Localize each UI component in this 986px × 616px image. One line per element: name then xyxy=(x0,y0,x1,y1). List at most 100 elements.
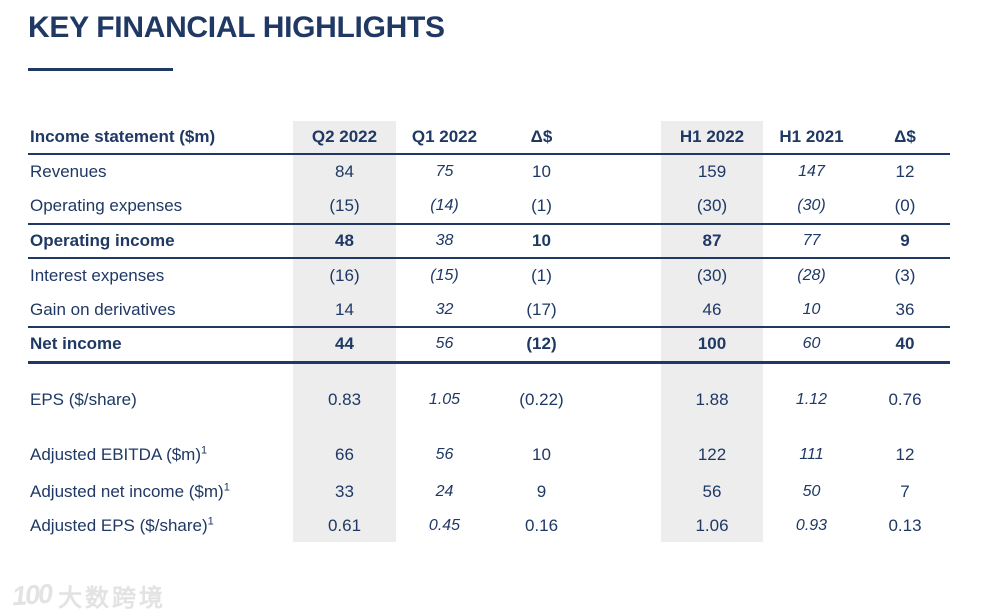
table-cell: 84 xyxy=(293,154,396,189)
table-cell: 1.06 xyxy=(661,509,763,542)
table-cell: (12) xyxy=(493,327,590,364)
table-cell: 87 xyxy=(661,224,763,259)
table-row: Operating income 48 38 10 87 77 9 xyxy=(28,224,950,259)
table-cell: 10 xyxy=(532,162,551,181)
column-header: Δ$ xyxy=(860,121,950,155)
table-cell: 44 xyxy=(293,327,396,364)
table-cell: (16) xyxy=(293,258,396,293)
column-header: Q2 2022 xyxy=(293,121,396,155)
row-label: Adjusted net income ($m)1 xyxy=(30,480,230,501)
watermark: 100 大数跨境 xyxy=(10,578,166,613)
cell-spacer xyxy=(590,509,661,542)
watermark-logo: 100 xyxy=(10,578,53,612)
column-spacer xyxy=(590,121,661,155)
table-cell: 48 xyxy=(293,224,396,259)
cell-spacer xyxy=(590,474,661,509)
table-cell: 100 xyxy=(661,327,763,364)
footnote-marker: 1 xyxy=(207,514,214,527)
table-cell: 1.88 xyxy=(661,362,763,436)
column-header-label: Income statement ($m) xyxy=(28,121,293,155)
table-cell: 56 xyxy=(396,327,493,364)
cell-spacer xyxy=(590,154,661,189)
table-cell: (30) xyxy=(763,189,860,225)
table-cell: (30) xyxy=(661,258,763,293)
table-cell: (14) xyxy=(396,189,493,225)
table-cell: 111 xyxy=(799,446,824,463)
table-row: Operating expenses (15) (14) (1) (30) (30) (0) xyxy=(28,189,950,225)
cell-spacer xyxy=(590,362,661,436)
row-label: EPS ($/share) xyxy=(30,389,137,409)
title-underline xyxy=(28,68,173,71)
table-cell: 0.16 xyxy=(524,515,559,535)
table-cell: (1) xyxy=(531,266,552,285)
table-cell: 66 xyxy=(293,436,396,474)
table-cell: 33 xyxy=(293,474,396,509)
table-cell: 10 xyxy=(763,293,860,328)
header-row: Income statement ($m) Q2 2022 Q1 2022 Δ$ H1 … xyxy=(28,121,950,155)
column-header: Δ$ xyxy=(493,121,590,155)
table-cell: 38 xyxy=(396,224,493,259)
row-label: Gain on derivatives xyxy=(28,293,293,328)
table-cell: 12 xyxy=(895,162,915,181)
footnote-marker: 1 xyxy=(223,480,230,493)
column-header: H1 2021 xyxy=(763,121,860,155)
table-cell: 50 xyxy=(802,482,821,500)
table-row: Adjusted net income ($m)1 33 24 9 56 50 7 xyxy=(28,474,950,509)
table-cell: 0.76 xyxy=(888,389,922,409)
table-row: Adjusted EPS ($/share)1 0.61 0.45 0.16 1.06 0… xyxy=(28,509,950,542)
table-cell: 0.61 xyxy=(293,509,396,542)
table-cell: 9 xyxy=(536,481,547,501)
table-cell: 0.83 xyxy=(293,362,396,436)
page-title: KEY FINANCIAL HIGHLIGHTS xyxy=(28,11,445,44)
table-row: Gain on derivatives 14 32 (17) 46 10 36 xyxy=(28,293,950,328)
cell-spacer xyxy=(590,327,661,364)
table-cell: 7 xyxy=(900,481,910,501)
footnote-marker: 1 xyxy=(201,444,208,457)
table-cell: (0) xyxy=(860,189,950,225)
title-block: KEY FINANCIAL HIGHLIGHTS xyxy=(28,8,445,71)
table-row: EPS ($/share) 0.83 1.05 (0.22) 1.88 1.12 0.76 xyxy=(28,362,950,436)
table-cell: 12 xyxy=(895,445,915,464)
table-cell: 1.12 xyxy=(795,390,828,408)
table-row: Adjusted EBITDA ($m)1 66 56 10 122 111 12 xyxy=(28,436,950,474)
column-header: H1 2022 xyxy=(661,121,763,155)
table-cell: (1) xyxy=(493,189,590,225)
table-header: Income statement ($m) Q2 2022 Q1 2022 Δ$ H1 … xyxy=(28,121,950,155)
row-label: Interest expenses xyxy=(30,266,165,285)
table-cell: 56 xyxy=(435,446,454,463)
table-cell: (15) xyxy=(293,189,396,225)
row-label: Operating expenses xyxy=(28,189,293,225)
table-cell: (28) xyxy=(797,267,826,284)
cell-spacer xyxy=(590,189,661,225)
table-cell: (30) xyxy=(661,189,763,225)
cell-spacer xyxy=(590,224,661,259)
cell-spacer xyxy=(590,436,661,474)
table-cell: 0.13 xyxy=(888,515,922,535)
table-cell: 56 xyxy=(661,474,763,509)
table-cell: 24 xyxy=(435,482,454,500)
row-label: Adjusted EPS ($/share)1 xyxy=(30,514,214,535)
table-cell: (15) xyxy=(430,267,459,284)
income-statement-table: Income statement ($m) Q2 2022 Q1 2022 Δ$ H1 … xyxy=(28,121,950,542)
row-label: Net income xyxy=(28,327,293,364)
column-header: Q1 2022 xyxy=(396,121,493,155)
table-row: Net income 44 56 (12) 100 60 40 xyxy=(28,327,950,364)
table-cell: 0.45 xyxy=(428,516,461,534)
table-cell: (0.22) xyxy=(519,389,564,409)
table-row: Interest expenses (16) (15) (1) (30) (28) (3) xyxy=(28,258,950,293)
table-cell: 60 xyxy=(763,327,860,364)
table-cell: (17) xyxy=(493,293,590,328)
table-cell: 77 xyxy=(763,224,860,259)
cell-spacer xyxy=(590,258,661,293)
table-cell: 10 xyxy=(493,224,590,259)
table-cell: 40 xyxy=(860,327,950,364)
row-label: Operating income xyxy=(28,224,293,259)
table-cell: 147 xyxy=(798,163,825,180)
table-cell: 0.93 xyxy=(795,516,828,534)
table-cell: 32 xyxy=(396,293,493,328)
table-cell: (3) xyxy=(894,266,916,285)
table-cell: 46 xyxy=(661,293,763,328)
table-cell: 14 xyxy=(293,293,396,328)
table-body: Revenues 84 75 10 159 147 12 Operating expenses… xyxy=(28,154,950,542)
table-cell: 9 xyxy=(860,224,950,259)
